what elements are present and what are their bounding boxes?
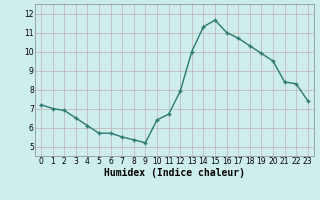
X-axis label: Humidex (Indice chaleur): Humidex (Indice chaleur): [104, 168, 245, 178]
